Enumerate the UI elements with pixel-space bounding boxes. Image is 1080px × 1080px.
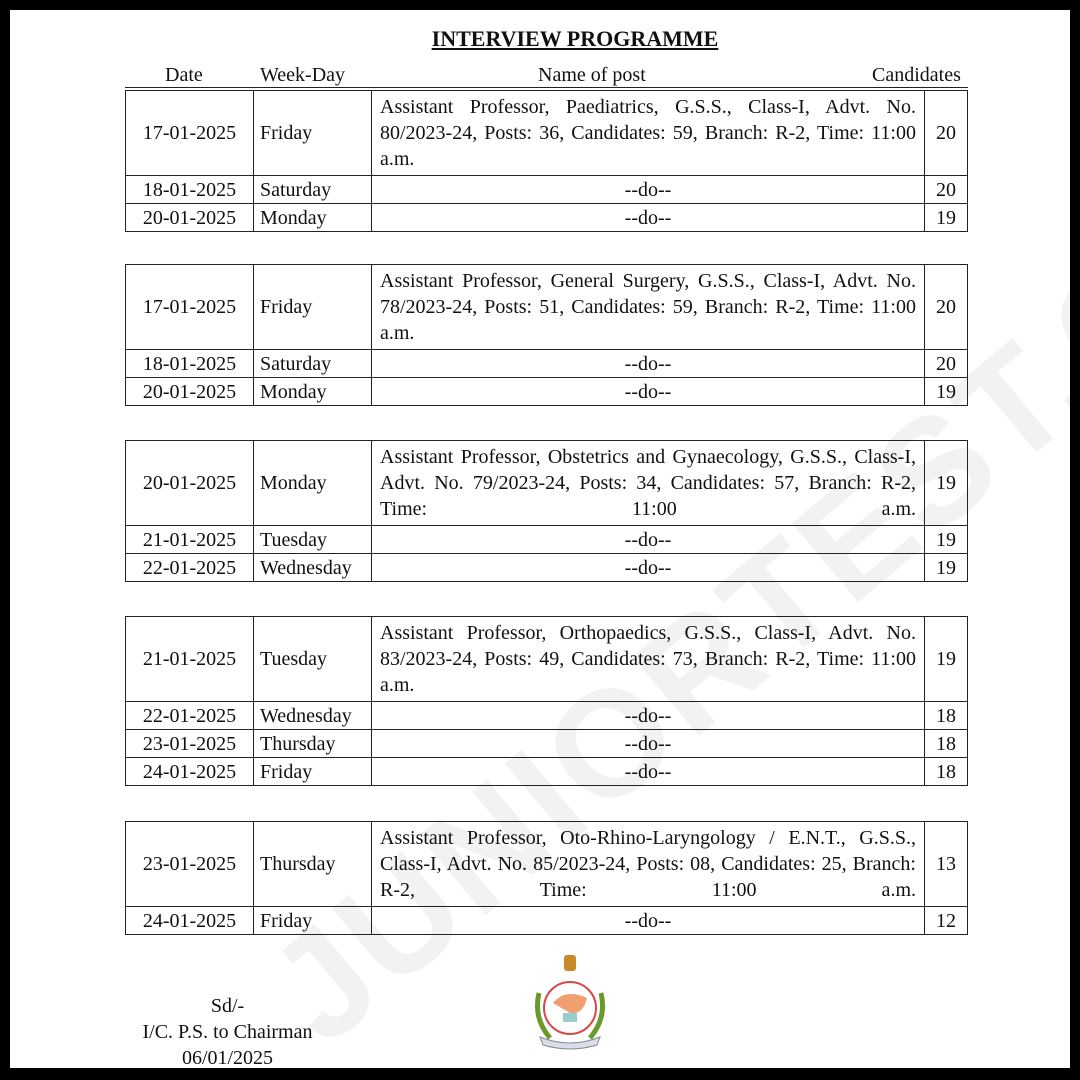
signature-sd: Sd/- [210,995,245,1017]
date-cell: 18-01-2025 [125,175,254,204]
post-cell: --do-- [371,553,925,582]
date-cell: 24-01-2025 [125,757,254,786]
candidates-cell: 19 [924,377,968,406]
schedule-table: 21-01-2025 Tuesday Assistant Professor, Or… [125,616,968,786]
date-cell: 20-01-2025 [125,377,254,406]
table-row: 18-01-2025 Saturday --do-- 20 [125,175,968,204]
date-cell: 24-01-2025 [125,906,254,935]
post-cell: --do-- [371,349,925,378]
table-row: 21-01-2025 Tuesday --do-- 19 [125,525,968,554]
weekday-cell: Thursday [253,821,372,907]
weekday-cell: Friday [253,264,372,350]
weekday-cell: Thursday [253,729,372,758]
gpsc-logo-icon [534,955,606,1050]
date-cell: 21-01-2025 [125,616,254,702]
table-row: 20-01-2025 Monday Assistant Professor, Obs… [125,440,968,526]
table-row: 24-01-2025 Friday --do-- 12 [125,906,968,935]
weekday-cell: Monday [253,203,372,232]
table-row: 22-01-2025 Wednesday --do-- 18 [125,701,968,730]
candidates-cell: 19 [924,553,968,582]
weekday-cell: Saturday [253,175,372,204]
post-cell: --do-- [371,729,925,758]
post-cell: --do-- [371,701,925,730]
post-cell: --do-- [371,525,925,554]
candidates-cell: 19 [924,525,968,554]
date-cell: 21-01-2025 [125,525,254,554]
candidates-cell: 18 [924,701,968,730]
date-cell: 17-01-2025 [125,90,254,176]
header-date: Date [165,64,203,86]
document-page: JUNIORTEST.COM INTERVIEW PROGRAMME Date … [10,10,1070,1068]
schedule-table: 23-01-2025 Thursday Assistant Professor, O… [125,821,968,935]
weekday-cell: Wednesday [253,701,372,730]
header-post: Name of post [538,64,646,86]
candidates-cell: 18 [924,729,968,758]
schedule-table: 17-01-2025 Friday Assistant Professor, Pae… [125,90,968,232]
weekday-cell: Friday [253,757,372,786]
date-cell: 22-01-2025 [125,553,254,582]
candidates-cell: 12 [924,906,968,935]
weekday-cell: Friday [253,90,372,176]
weekday-cell: Saturday [253,349,372,378]
post-cell: Assistant Professor, Paediatrics, G.S.S.… [371,90,925,176]
date-cell: 18-01-2025 [125,349,254,378]
date-cell: 17-01-2025 [125,264,254,350]
post-cell: Assistant Professor, Obstetrics and Gyna… [371,440,925,526]
header-candidates: Candidates [872,64,961,86]
signature-block: Sd/- I/C. P.S. to Chairman 06/01/2025 [120,993,335,1068]
post-cell: --do-- [371,377,925,406]
table-row: 20-01-2025 Monday --do-- 19 [125,203,968,232]
date-cell: 20-01-2025 [125,440,254,526]
signature-date: 06/01/2025 [181,1047,274,1068]
candidates-cell: 20 [924,175,968,204]
weekday-cell: Tuesday [253,616,372,702]
post-cell: --do-- [371,906,925,935]
table-row: 23-01-2025 Thursday --do-- 18 [125,729,968,758]
header-rule [125,87,968,88]
candidates-cell: 19 [924,440,968,526]
schedule-table: 20-01-2025 Monday Assistant Professor, Obs… [125,440,968,582]
candidates-cell: 19 [924,203,968,232]
header-weekday: Week-Day [260,64,346,86]
candidates-cell: 13 [924,821,968,907]
weekday-cell: Tuesday [253,525,372,554]
table-row: 20-01-2025 Monday --do-- 19 [125,377,968,406]
candidates-cell: 20 [924,264,968,350]
candidates-cell: 20 [924,90,968,176]
date-cell: 23-01-2025 [125,729,254,758]
weekday-cell: Monday [253,377,372,406]
page-title: INTERVIEW PROGRAMME [431,26,719,51]
signature-designation: I/C. P.S. to Chairman [142,1021,313,1043]
table-row: 18-01-2025 Saturday --do-- 20 [125,349,968,378]
post-cell: --do-- [371,175,925,204]
schedule-table: 17-01-2025 Friday Assistant Professor, Gen… [125,264,968,406]
table-row: 24-01-2025 Friday --do-- 18 [125,757,968,786]
candidates-cell: 20 [924,349,968,378]
weekday-cell: Wednesday [253,553,372,582]
date-cell: 22-01-2025 [125,701,254,730]
table-row: 17-01-2025 Friday Assistant Professor, Gen… [125,264,968,350]
table-row: 21-01-2025 Tuesday Assistant Professor, Or… [125,616,968,702]
date-cell: 23-01-2025 [125,821,254,907]
post-cell: --do-- [371,203,925,232]
table-row: 17-01-2025 Friday Assistant Professor, Pae… [125,90,968,176]
table-row: 23-01-2025 Thursday Assistant Professor, O… [125,821,968,907]
weekday-cell: Friday [253,906,372,935]
candidates-cell: 19 [924,616,968,702]
post-cell: --do-- [371,757,925,786]
post-cell: Assistant Professor, General Surgery, G.… [371,264,925,350]
candidates-cell: 18 [924,757,968,786]
post-cell: Assistant Professor, Orthopaedics, G.S.S… [371,616,925,702]
table-row: 22-01-2025 Wednesday --do-- 19 [125,553,968,582]
date-cell: 20-01-2025 [125,203,254,232]
weekday-cell: Monday [253,440,372,526]
post-cell: Assistant Professor, Oto-Rhino-Laryngolo… [371,821,925,907]
